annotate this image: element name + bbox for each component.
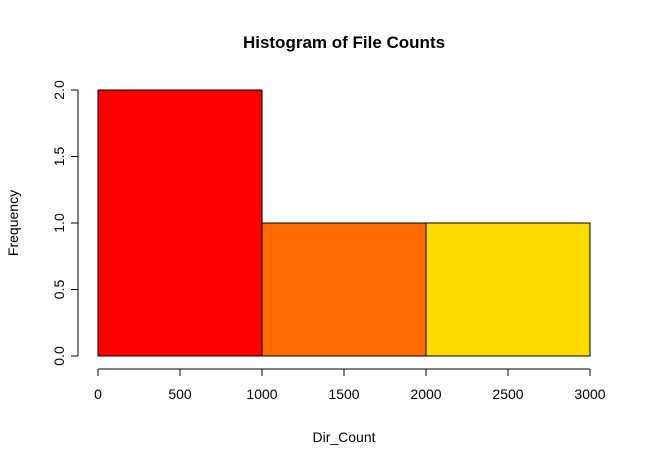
y-tick-label: 0.0 [51, 346, 67, 366]
y-tick-label: 0.5 [51, 280, 67, 300]
y-axis-label: Frequency [5, 190, 21, 256]
histogram-bar-1 [261, 222, 427, 357]
histogram-bar-2 [425, 222, 591, 357]
x-axis-label: Dir_Count [312, 429, 375, 445]
y-tick-label: 1.0 [51, 213, 67, 233]
x-tick-label: 2000 [410, 386, 441, 402]
x-tick-label: 500 [168, 386, 192, 402]
y-tick-label: 2.0 [51, 80, 67, 100]
histogram-bar-0 [97, 89, 263, 357]
x-axis: 0 500 1000 1500 2000 2500 3000 [94, 368, 606, 402]
y-tick-label: 1.5 [51, 147, 67, 167]
x-tick-label: 1000 [246, 386, 277, 402]
x-tick-label: 0 [94, 386, 102, 402]
x-tick-label: 1500 [328, 386, 359, 402]
bars-group [97, 89, 591, 357]
chart-title: Histogram of File Counts [243, 33, 445, 52]
x-tick-label: 2500 [492, 386, 523, 402]
y-axis: 0.0 0.5 1.0 1.5 2.0 [51, 80, 79, 366]
x-tick-label: 3000 [574, 386, 605, 402]
